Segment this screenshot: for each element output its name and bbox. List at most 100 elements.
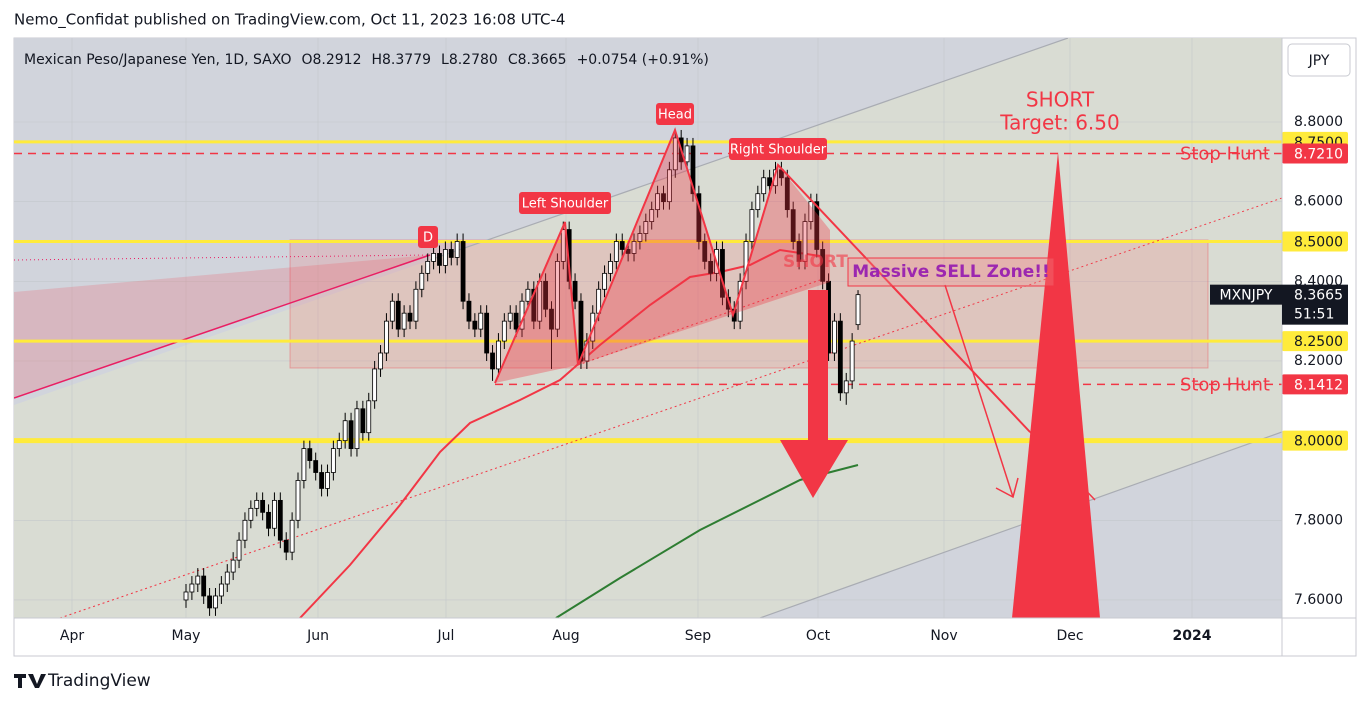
change-value: +0.0754 (+0.91%) bbox=[577, 52, 709, 68]
candle-body bbox=[843, 380, 849, 394]
candle-body bbox=[236, 539, 242, 561]
sell-zone-text: Massive SELL Zone!! bbox=[852, 262, 1050, 282]
price-tick-label: 7.6000 bbox=[1294, 592, 1343, 608]
candle-body bbox=[507, 312, 513, 322]
candle-body bbox=[637, 233, 643, 242]
candle-body bbox=[484, 312, 490, 354]
candle-body bbox=[708, 261, 714, 274]
candle-body bbox=[313, 460, 319, 473]
wedge-dots bbox=[14, 254, 431, 261]
level-badge bbox=[1282, 143, 1348, 164]
candle-body bbox=[360, 408, 366, 434]
candle-body bbox=[602, 272, 607, 290]
candle-body bbox=[466, 300, 472, 322]
label-badge-text: Right Shoulder bbox=[730, 143, 827, 158]
label-badge-text: Head bbox=[658, 108, 692, 123]
candle-body bbox=[837, 320, 843, 394]
candle-body bbox=[684, 145, 690, 163]
candle-body bbox=[560, 229, 566, 262]
target-spike bbox=[1012, 152, 1100, 618]
trend-dotted bbox=[59, 197, 1282, 618]
time-tick-label: Jun bbox=[306, 628, 329, 644]
candle-body bbox=[802, 221, 808, 262]
candle-body bbox=[619, 241, 625, 250]
symbol-badge bbox=[1210, 284, 1282, 305]
candle-body bbox=[389, 300, 395, 322]
level-annotation: Stop Hunt bbox=[1180, 143, 1270, 164]
logo bbox=[14, 674, 46, 688]
ohlc-value: C8.3665 bbox=[508, 52, 567, 68]
candle-body bbox=[649, 209, 655, 222]
candle-body bbox=[472, 320, 478, 330]
candle-body bbox=[572, 280, 578, 302]
candle-body bbox=[407, 312, 413, 322]
level-badge-label: 8.2500 bbox=[1294, 334, 1343, 350]
candle-body bbox=[655, 193, 660, 211]
candle-body bbox=[201, 575, 207, 597]
candle-body bbox=[631, 241, 637, 254]
candle-body bbox=[743, 241, 749, 282]
candle-body bbox=[814, 201, 820, 250]
candle-body bbox=[372, 368, 378, 402]
symbol-name: Mexican Peso/Japanese Yen, 1D, SAXO bbox=[24, 52, 291, 68]
candle-body bbox=[277, 499, 283, 541]
candle-body bbox=[378, 352, 383, 370]
candle-body bbox=[272, 499, 277, 529]
candle-body bbox=[784, 177, 790, 211]
candle-body bbox=[543, 280, 548, 310]
candle-body bbox=[224, 571, 230, 585]
symbol-header: Mexican Peso/Japanese Yen, 1D, SAXO O8.29… bbox=[24, 52, 709, 68]
candle-body bbox=[330, 448, 336, 473]
short-label: SHORT bbox=[783, 252, 848, 272]
candle-body bbox=[348, 420, 354, 450]
candle-body bbox=[336, 440, 342, 450]
hs-line bbox=[494, 127, 1031, 433]
label-badge bbox=[418, 226, 438, 248]
time-tick-label: Sep bbox=[685, 628, 712, 644]
price-tick-label: 8.2000 bbox=[1294, 353, 1343, 369]
candle-body bbox=[395, 300, 401, 330]
candle-body bbox=[661, 193, 666, 203]
candle-body bbox=[849, 340, 855, 382]
candle-body bbox=[531, 288, 537, 322]
candle-body bbox=[431, 253, 436, 262]
time-tick-label: 2024 bbox=[1173, 628, 1212, 644]
candle-body bbox=[690, 145, 696, 195]
candle-body bbox=[796, 241, 802, 262]
level-badge bbox=[1282, 331, 1348, 352]
candle-body bbox=[855, 294, 861, 326]
currency-button[interactable] bbox=[1287, 43, 1351, 77]
candle-body bbox=[702, 241, 708, 262]
candle-body bbox=[207, 595, 212, 609]
target-text: Target: 6.50 bbox=[999, 111, 1120, 135]
candle-body bbox=[448, 249, 454, 258]
candle-body bbox=[325, 472, 330, 489]
candle-body bbox=[513, 312, 519, 330]
level-badge bbox=[1282, 430, 1348, 451]
label-badge bbox=[656, 103, 694, 125]
candle-body bbox=[242, 519, 248, 541]
candle-body bbox=[183, 591, 189, 601]
level-badge-label: 8.5000 bbox=[1294, 234, 1343, 250]
big-arrow bbox=[780, 290, 848, 498]
candle-body bbox=[254, 499, 260, 509]
candle-body bbox=[213, 595, 218, 609]
candle-body bbox=[342, 420, 348, 442]
ohlc-value: O8.2912 bbox=[301, 52, 361, 68]
candle-body bbox=[749, 209, 755, 242]
price-tick-label: 8.6000 bbox=[1294, 194, 1343, 210]
label-badge-text: Left Shoulder bbox=[522, 197, 609, 212]
channel bbox=[14, 38, 1282, 618]
candle-body bbox=[230, 559, 236, 573]
level-badge-label: 8.0000 bbox=[1294, 434, 1343, 450]
level-annotation: Stop Hunt bbox=[1180, 374, 1270, 395]
candle-body bbox=[366, 400, 372, 434]
level-badge bbox=[1282, 231, 1348, 252]
candle-body bbox=[307, 448, 313, 461]
candle-body bbox=[283, 539, 289, 553]
sell-zone-tag bbox=[847, 257, 1055, 287]
label-badge bbox=[519, 192, 611, 214]
price-tick-label: 7.8000 bbox=[1294, 512, 1343, 528]
